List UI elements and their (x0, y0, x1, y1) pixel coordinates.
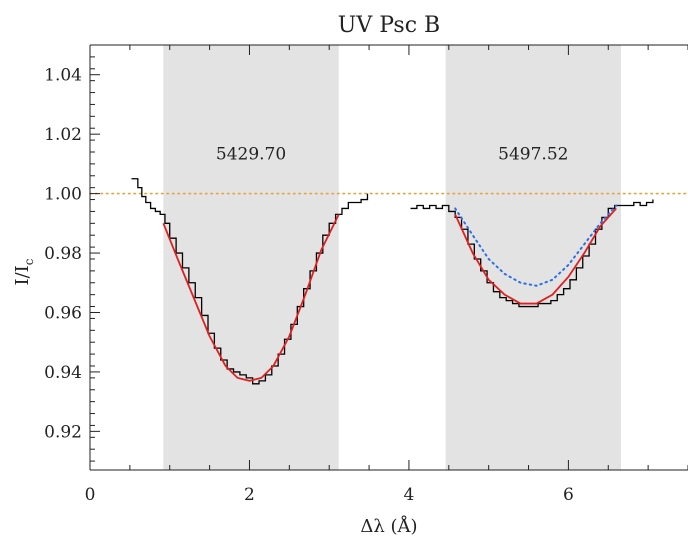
y-tick-label: 1.00 (44, 185, 82, 205)
series-layer (131, 178, 654, 385)
y-tick-label: 0.96 (44, 303, 82, 323)
x-tick-label: 2 (244, 485, 255, 505)
y-axis-title-group: I/Ic (12, 258, 36, 285)
model-dotted-series (454, 204, 618, 287)
y-axis-title-subscript: c (22, 258, 36, 265)
model-fit-series-3 (162, 214, 340, 382)
x-tick-label: 0 (85, 485, 96, 505)
data-step-series-1 (131, 178, 369, 385)
y-tick-label: 0.98 (44, 244, 82, 264)
shaded-bands (163, 45, 622, 470)
band-2 (445, 45, 622, 470)
band-labels: 5429.70 5497.52 (216, 144, 569, 164)
x-tick-label: 6 (563, 485, 574, 505)
band-1 (163, 45, 339, 470)
band-label-1: 5429.70 (216, 144, 286, 164)
chart-title: UV Psc B (338, 13, 440, 38)
y-tick-label: 0.94 (44, 363, 82, 383)
model-fit-series-4 (454, 207, 617, 305)
y-tick-label: 1.02 (44, 125, 82, 145)
data-step-series-2 (410, 199, 654, 308)
y-axis-title-main: I/I (12, 265, 33, 285)
tick-labels: 0 2 4 6 0.92 0.94 0.96 0.98 1.00 1.02 1.04 (44, 66, 574, 505)
band-label-2: 5497.52 (498, 144, 568, 164)
x-axis-title: Δλ (Å) (360, 515, 417, 537)
y-axis-title: I/Ic (12, 258, 36, 285)
x-tick-label: 4 (404, 485, 415, 505)
y-tick-label: 1.04 (44, 66, 82, 86)
y-tick-label: 0.92 (44, 422, 82, 442)
axis-ticks (89, 44, 688, 470)
